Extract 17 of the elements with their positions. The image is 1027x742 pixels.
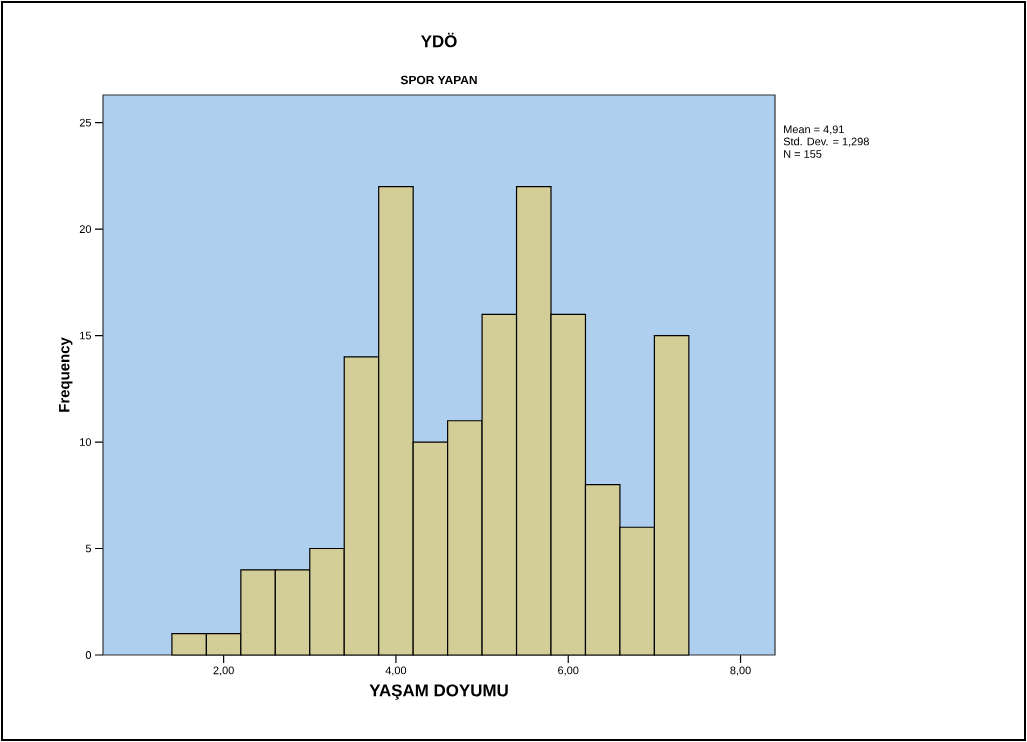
y-tick-label: 0	[85, 651, 92, 659]
y-tick-label: 5	[85, 544, 92, 553]
text: Mean = 4,91	[784, 125, 844, 135]
x-axis-title: YAŞAM DOYUMU	[369, 684, 508, 700]
chart-subtitle: SPOR YAPAN	[400, 75, 477, 85]
y-axis-title: Frequency	[59, 337, 73, 412]
y-tick-label: 20	[79, 225, 92, 234]
text: Std. Dev. = 1,298	[783, 137, 869, 147]
y-tick-label: 10	[80, 438, 92, 446]
x-tick-label: 4,00	[385, 666, 407, 676]
chart-title: YDÖ	[420, 32, 457, 48]
text: N = 155	[784, 150, 822, 158]
x-tick-label: 8,00	[730, 666, 751, 676]
y-tick-label: 25	[79, 118, 92, 127]
x-tick-label: 6,00	[558, 666, 579, 676]
x-tick-label: 2,00	[213, 666, 234, 676]
y-tick-label: 15	[80, 331, 92, 340]
